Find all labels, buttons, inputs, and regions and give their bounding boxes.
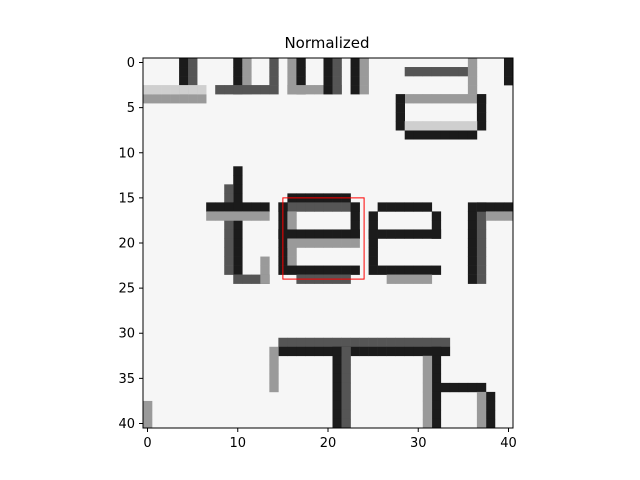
- y-tick-label: 35: [118, 372, 135, 387]
- x-axis: 0 10 20 30 40: [143, 428, 517, 451]
- y-tick-label: 10: [118, 146, 135, 161]
- x-tick-label: 0: [143, 436, 151, 451]
- heatmap-image: [143, 58, 513, 428]
- y-tick-label: 30: [118, 327, 135, 342]
- y-tick-label: 5: [127, 101, 135, 116]
- chart-title: Normalized: [284, 34, 369, 52]
- y-tick-label: 20: [118, 237, 135, 252]
- y-axis: 0 5 10 15 20 25 30 35 40: [118, 56, 143, 432]
- x-tick-label: 10: [229, 436, 246, 451]
- y-tick-label: 15: [118, 191, 135, 206]
- y-tick-label: 40: [118, 417, 135, 432]
- highlight-box: [282, 197, 365, 280]
- x-tick-label: 40: [500, 436, 517, 451]
- x-tick-label: 30: [410, 436, 427, 451]
- x-tick-label: 20: [320, 436, 337, 451]
- y-tick-label: 0: [127, 56, 135, 71]
- y-tick-label: 25: [118, 282, 135, 297]
